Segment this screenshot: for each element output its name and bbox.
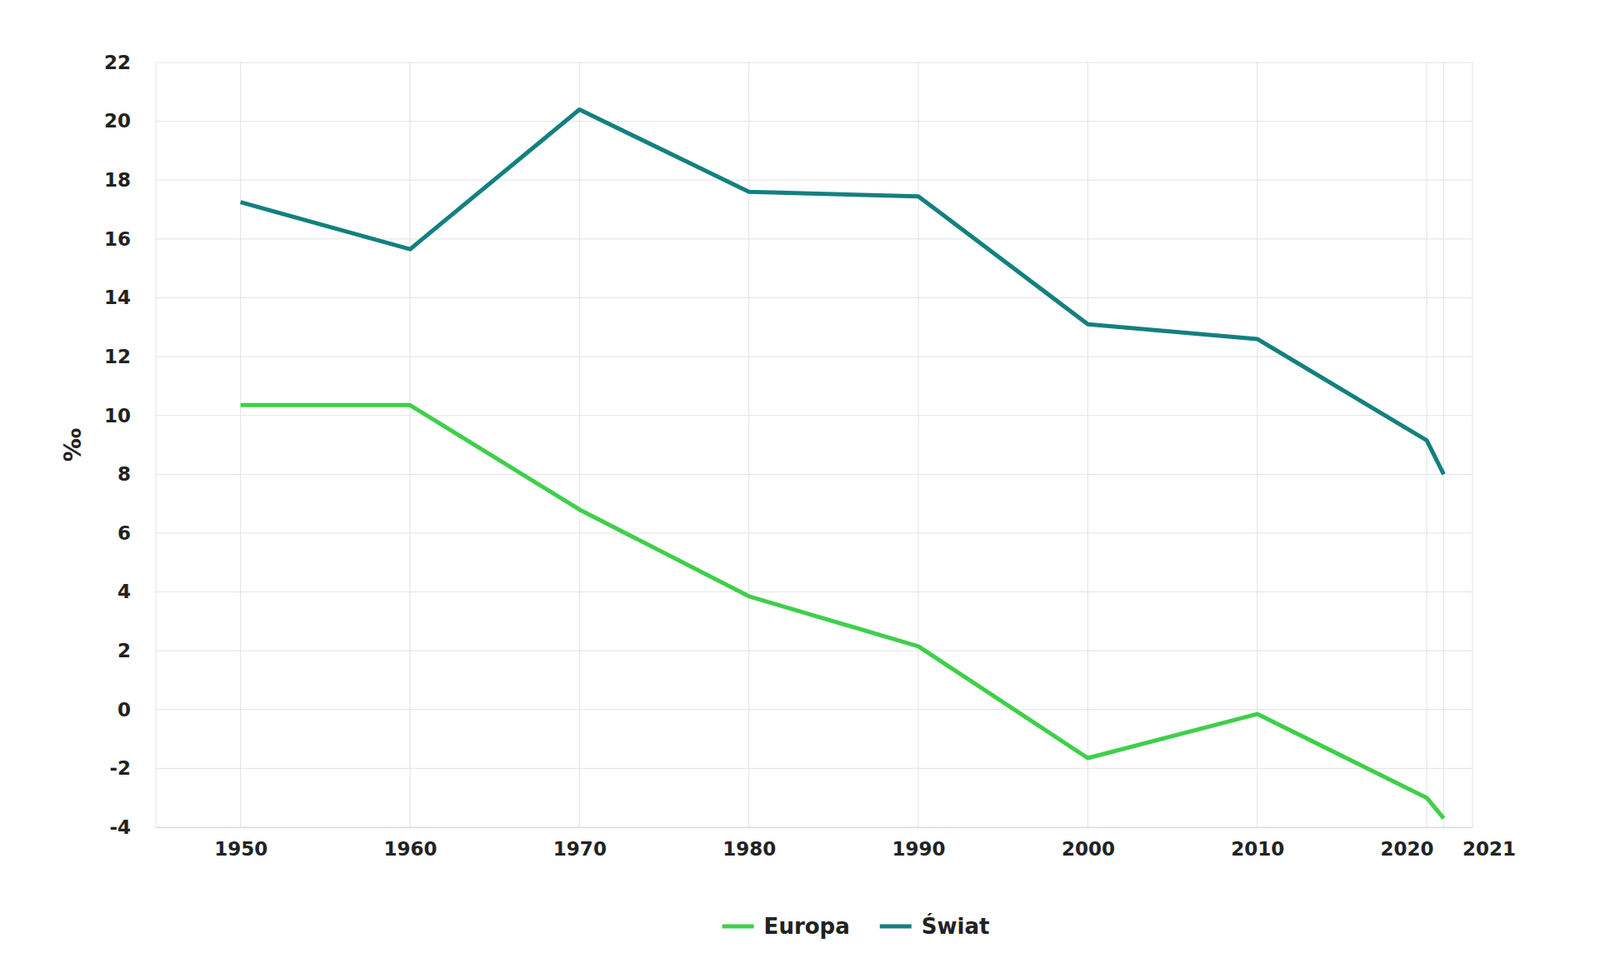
x-axis: 1950 1960 1970 1980 1990 2000 2010 2020 2021 bbox=[156, 827, 1516, 860]
plot-frame bbox=[1472, 62, 1474, 828]
y-tick: 10 bbox=[104, 405, 156, 427]
grid-line-y bbox=[155, 768, 1473, 770]
x-tick: 2021 bbox=[1444, 827, 1516, 860]
x-tick: 2010 bbox=[1230, 827, 1285, 860]
y-tick: 20 bbox=[104, 110, 156, 132]
y-tick: 18 bbox=[104, 169, 156, 191]
y-tick-label: 22 bbox=[104, 51, 131, 74]
x-tick: 1990 bbox=[892, 827, 946, 860]
y-tick-label: 4 bbox=[117, 580, 131, 603]
grid-line-y bbox=[155, 180, 1473, 181]
x-tick: 2020 bbox=[1380, 827, 1435, 860]
grid-line-y bbox=[155, 709, 1473, 710]
y-tick-label: 8 bbox=[117, 463, 131, 485]
grid-line-y bbox=[155, 297, 1473, 299]
legend-item: Europa bbox=[722, 914, 850, 940]
y-tick-label: 12 bbox=[104, 345, 131, 368]
x-tick: 1980 bbox=[722, 827, 776, 860]
y-axis-title: ‰ bbox=[59, 428, 87, 462]
x-tick-label: 2010 bbox=[1230, 838, 1285, 860]
legend-label: Europa bbox=[764, 914, 850, 940]
x-tick: 2000 bbox=[1061, 827, 1115, 860]
grid bbox=[155, 62, 1473, 828]
grid-line-x bbox=[1443, 62, 1445, 828]
grid-line-y bbox=[155, 62, 1473, 64]
grid-line-x bbox=[918, 62, 920, 828]
x-tick-label: 1980 bbox=[722, 838, 776, 860]
y-tick: 12 bbox=[104, 345, 156, 368]
grid-line-x bbox=[748, 62, 750, 828]
grid-line-x bbox=[579, 62, 580, 828]
y-tick-label: -2 bbox=[109, 757, 131, 780]
grid-line-y bbox=[155, 827, 1473, 829]
x-axis-line bbox=[156, 827, 1474, 829]
plot-frame bbox=[155, 62, 157, 828]
y-tick: 8 bbox=[117, 463, 156, 485]
y-tick-label: 10 bbox=[104, 405, 131, 427]
x-tick-label: 2000 bbox=[1061, 838, 1115, 860]
grid-line-y bbox=[155, 650, 1473, 652]
y-tick-label: 0 bbox=[117, 699, 131, 721]
x-tick-label: 2021 bbox=[1462, 838, 1516, 860]
legend: Europa Świat bbox=[722, 913, 990, 940]
legend-label: Świat bbox=[921, 913, 990, 940]
grid-line-y bbox=[155, 591, 1473, 593]
grid-line-y bbox=[155, 356, 1473, 358]
x-tick-label: 1960 bbox=[384, 838, 438, 860]
x-tick-label: 1990 bbox=[892, 838, 946, 860]
x-tick-label: 2020 bbox=[1380, 838, 1435, 860]
grid-line-x bbox=[240, 62, 241, 828]
grid-line-y bbox=[155, 474, 1473, 475]
legend-swatch bbox=[722, 925, 755, 930]
x-tick: 1950 bbox=[214, 827, 268, 860]
x-tick: 1960 bbox=[384, 827, 438, 860]
y-tick: 14 bbox=[104, 286, 156, 309]
x-tick-label: 1970 bbox=[553, 838, 607, 860]
y-axis-line bbox=[155, 63, 157, 829]
grid-line-y bbox=[155, 415, 1473, 416]
series-line bbox=[240, 109, 1445, 475]
grid-line-y bbox=[155, 120, 1473, 122]
legend-item: Świat bbox=[880, 913, 990, 940]
y-tick: 16 bbox=[104, 228, 156, 250]
y-tick: 22 bbox=[104, 51, 156, 74]
y-tick-label: 20 bbox=[104, 110, 131, 132]
x-tick-label: 1950 bbox=[214, 838, 268, 860]
y-tick: 4 bbox=[117, 580, 156, 603]
y-tick-label: 2 bbox=[117, 640, 131, 662]
y-tick-label: 6 bbox=[117, 522, 131, 545]
grid-line-y bbox=[155, 238, 1473, 240]
x-tick: 1970 bbox=[553, 827, 607, 860]
grid-line-x bbox=[410, 62, 411, 828]
plot: -4-2024681012141618202219501960197019801… bbox=[104, 51, 1516, 860]
grid-line-y bbox=[155, 532, 1473, 534]
y-tick: 2 bbox=[117, 640, 156, 662]
grid-line-x bbox=[1087, 62, 1089, 828]
lines bbox=[240, 109, 1445, 819]
y-axis: -4 -2 0 2 4 6 8 10 12 14 16 18 20 22 bbox=[104, 51, 157, 839]
y-tick: 6 bbox=[117, 522, 156, 545]
y-tick-label: 18 bbox=[104, 169, 131, 191]
y-tick-label: -4 bbox=[109, 816, 131, 839]
legend-swatch bbox=[880, 925, 912, 930]
series-line bbox=[240, 405, 1445, 819]
y-tick-label: 16 bbox=[104, 228, 131, 250]
y-tick: 0 bbox=[117, 699, 156, 721]
y-tick: -2 bbox=[109, 757, 156, 780]
y-tick-label: 14 bbox=[104, 286, 131, 309]
chart: -4-2024681012141618202219501960197019801… bbox=[0, 0, 1600, 968]
y-tick: -4 bbox=[109, 816, 156, 839]
